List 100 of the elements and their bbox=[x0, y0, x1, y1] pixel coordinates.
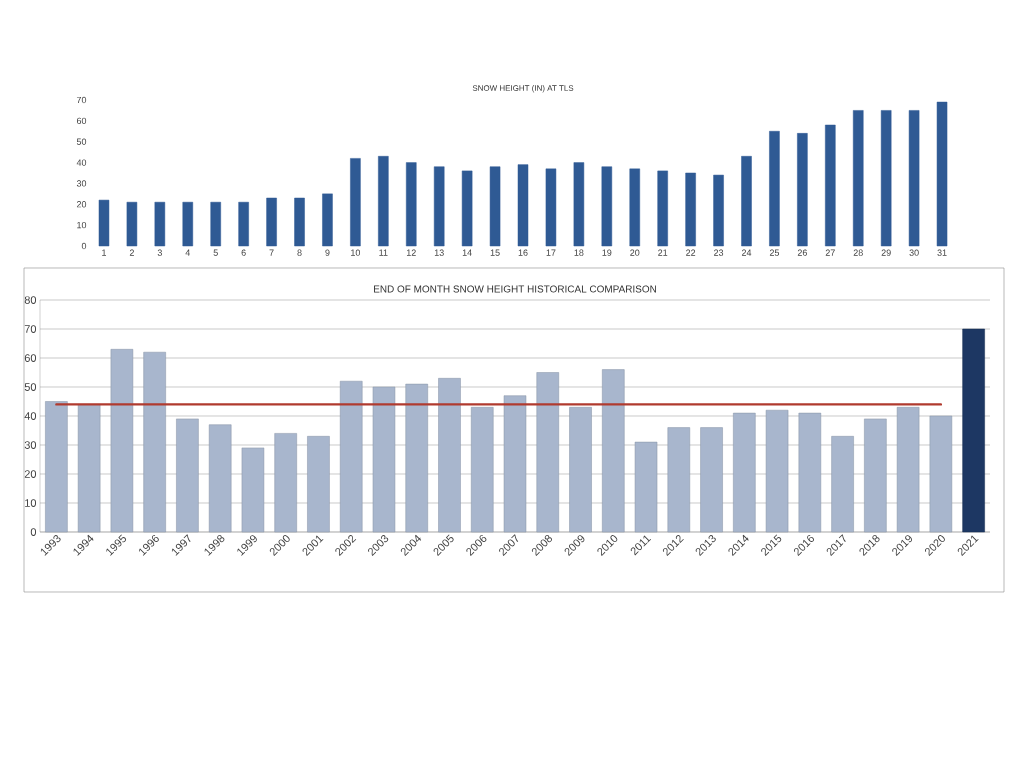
x-tick-label: 26 bbox=[797, 249, 807, 256]
bar bbox=[241, 447, 265, 533]
bar bbox=[517, 164, 529, 247]
x-tick-label: 8 bbox=[297, 249, 302, 256]
bar bbox=[350, 158, 361, 247]
bar bbox=[461, 170, 473, 247]
bar bbox=[629, 168, 640, 247]
x-tick-label: 7 bbox=[269, 249, 274, 256]
bar bbox=[489, 166, 501, 247]
x-tick-label: 1 bbox=[102, 249, 107, 256]
y-tick-label: 60 bbox=[76, 117, 87, 125]
x-tick-label: 21 bbox=[658, 249, 668, 256]
y-tick-label: 10 bbox=[25, 499, 37, 507]
bar bbox=[733, 412, 756, 533]
bar bbox=[573, 162, 585, 247]
bar bbox=[852, 110, 864, 247]
bar bbox=[208, 424, 232, 533]
bar bbox=[741, 156, 752, 247]
bar bbox=[569, 407, 592, 533]
bar bbox=[936, 101, 948, 247]
y-tick-label: 50 bbox=[76, 138, 87, 145]
x-tick-label: 4 bbox=[185, 249, 190, 256]
y-tick-label: 20 bbox=[24, 470, 37, 478]
bar bbox=[769, 131, 780, 247]
y-tick-label: 30 bbox=[24, 441, 37, 449]
bar bbox=[929, 415, 953, 533]
y-tick-label: 60 bbox=[24, 354, 37, 362]
x-tick-label: 16 bbox=[518, 249, 528, 256]
x-tick-label: 31 bbox=[937, 249, 947, 256]
bar bbox=[322, 193, 333, 247]
bar bbox=[601, 166, 613, 247]
bar bbox=[266, 197, 277, 247]
x-tick-label: 22 bbox=[686, 249, 696, 256]
x-tick-label: 28 bbox=[853, 249, 863, 256]
bar bbox=[831, 436, 854, 533]
y-tick-label: 0 bbox=[81, 242, 87, 250]
bar bbox=[667, 427, 691, 533]
bar bbox=[238, 201, 249, 247]
x-tick-label: 12 bbox=[406, 249, 416, 256]
bar bbox=[797, 133, 808, 247]
x-tick-label: 13 bbox=[434, 249, 444, 256]
y-tick-label: 30 bbox=[76, 180, 87, 187]
bar bbox=[798, 412, 822, 533]
bar bbox=[657, 170, 668, 247]
x-tick-label: 15 bbox=[490, 249, 500, 256]
x-tick-label: 23 bbox=[714, 249, 724, 256]
y-tick-label: 70 bbox=[24, 325, 37, 333]
x-tick-label: 24 bbox=[741, 249, 752, 256]
bar bbox=[406, 162, 417, 247]
x-tick-label: 20 bbox=[630, 249, 640, 256]
bar bbox=[378, 156, 389, 247]
bar bbox=[962, 328, 985, 533]
bar bbox=[77, 404, 101, 533]
bar bbox=[765, 409, 789, 533]
chart-title: END OF MONTH SNOW HEIGHT HISTORICAL COMPARISON bbox=[374, 285, 656, 293]
y-tick-label: 80 bbox=[24, 296, 37, 304]
bar bbox=[880, 110, 892, 247]
x-tick-label: 29 bbox=[881, 249, 891, 256]
y-tick-label: 40 bbox=[76, 159, 87, 166]
bar bbox=[536, 372, 560, 533]
x-tick-label: 17 bbox=[546, 249, 556, 256]
x-tick-label: 30 bbox=[909, 249, 919, 256]
bar bbox=[126, 201, 138, 247]
x-tick-label: 19 bbox=[602, 249, 612, 256]
y-tick-label: 0 bbox=[30, 528, 37, 536]
x-tick-label: 18 bbox=[574, 249, 584, 256]
x-tick-label: 6 bbox=[241, 249, 246, 256]
bar bbox=[143, 351, 166, 533]
x-tick-label: 9 bbox=[325, 249, 330, 256]
bar bbox=[210, 201, 221, 247]
bar bbox=[864, 418, 887, 533]
bar bbox=[896, 407, 920, 533]
x-tick-label: 2 bbox=[129, 249, 134, 256]
x-tick-label: 14 bbox=[462, 249, 472, 256]
bar bbox=[433, 166, 445, 247]
bar bbox=[110, 349, 134, 533]
bar bbox=[685, 172, 696, 247]
bar bbox=[372, 386, 396, 533]
bar bbox=[339, 380, 363, 533]
bar bbox=[545, 168, 557, 247]
x-tick-label: 5 bbox=[213, 249, 218, 256]
y-tick-label: 50 bbox=[24, 383, 37, 391]
bar bbox=[503, 395, 527, 533]
bar bbox=[908, 110, 920, 247]
bar bbox=[700, 427, 723, 533]
bar bbox=[182, 201, 194, 247]
y-tick-label: 20 bbox=[76, 201, 87, 208]
bar bbox=[45, 401, 68, 533]
y-tick-label: 70 bbox=[76, 96, 87, 104]
bar bbox=[176, 418, 199, 533]
bar bbox=[405, 383, 428, 533]
bar bbox=[274, 433, 297, 533]
bar bbox=[307, 436, 330, 533]
bar bbox=[634, 441, 658, 533]
bar bbox=[713, 174, 724, 247]
bar bbox=[294, 197, 305, 247]
x-tick-label: 3 bbox=[157, 249, 162, 256]
x-tick-label: 27 bbox=[825, 249, 835, 256]
x-tick-label: 25 bbox=[769, 249, 780, 256]
y-tick-label: 40 bbox=[24, 412, 37, 420]
